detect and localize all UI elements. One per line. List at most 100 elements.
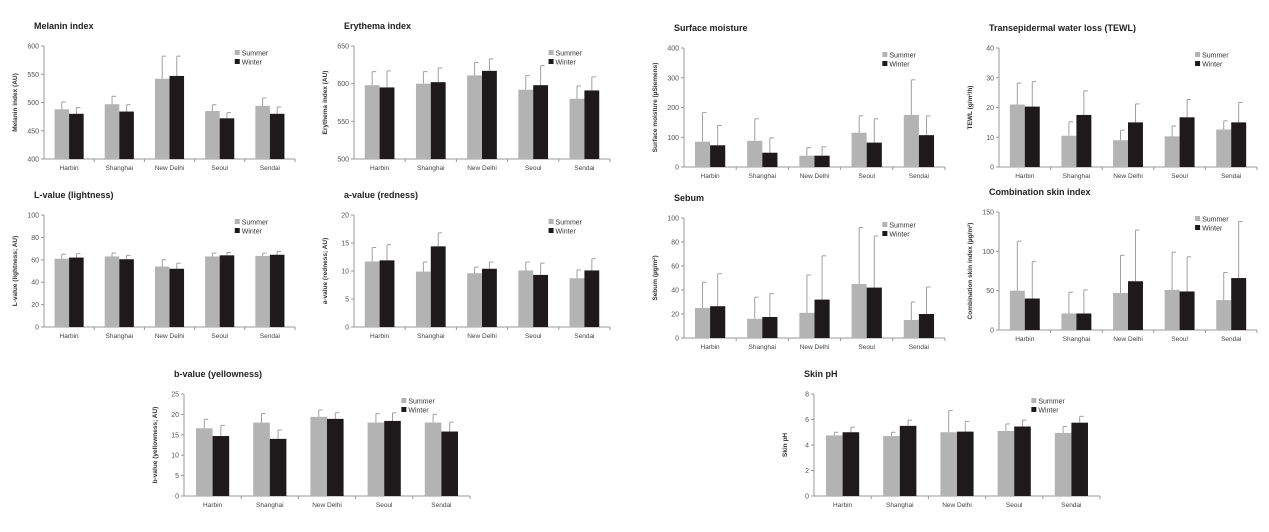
x-tick-label: New Delhi bbox=[467, 165, 497, 172]
b-value-chart: b-value (yellowness) b-value (yellowness;… bbox=[140, 364, 480, 514]
sebum-chart: Sebum Sebum (µg/m²) 0 20 40 60 80 100 Harbin Shan… bbox=[640, 188, 955, 356]
x-tick-label: Shanghai bbox=[417, 333, 444, 340]
x-tick-label: New Delhi bbox=[1113, 336, 1143, 343]
legend-swatch-summer bbox=[234, 219, 240, 224]
bar-summer bbox=[1164, 289, 1180, 330]
bar-winter bbox=[119, 111, 134, 159]
x-tick-label: Shanghai bbox=[749, 173, 776, 180]
y-tick-label: 100 bbox=[667, 216, 679, 223]
y-tick-label: 20 bbox=[341, 213, 349, 220]
legend-label-summer: Summer bbox=[889, 53, 916, 60]
y-tick-label: 0 bbox=[675, 336, 679, 343]
x-tick-label: New Delhi bbox=[467, 333, 497, 340]
x-tick-label: Harbin bbox=[833, 502, 853, 509]
bar-summer bbox=[799, 312, 815, 338]
legend-swatch-summer bbox=[1031, 398, 1037, 403]
x-tick-label: Shanghai bbox=[1063, 173, 1090, 180]
y-tick-label: 0 bbox=[990, 165, 994, 172]
x-tick-label: Shanghai bbox=[1063, 336, 1090, 343]
bar-winter bbox=[482, 70, 497, 159]
y-axis-label: Erythema index (AU) bbox=[322, 71, 329, 135]
legend-swatch-winter bbox=[1031, 407, 1037, 412]
y-tick-label: 5 bbox=[345, 297, 349, 304]
y-tick-label: 40 bbox=[986, 46, 994, 53]
x-tick-label: Shanghai bbox=[106, 333, 133, 340]
legend-label-winter: Winter bbox=[889, 232, 910, 239]
x-tick-label: New Delhi bbox=[155, 333, 185, 340]
x-tick-label: Harbin bbox=[701, 344, 721, 351]
l-value-chart: L-value (lightness) L-value (lightness; A… bbox=[0, 185, 305, 345]
legend-label-winter: Winter bbox=[408, 408, 429, 415]
x-tick-label: Seoul bbox=[858, 344, 875, 351]
x-tick-label: Seoul bbox=[858, 173, 875, 180]
bar-summer bbox=[851, 284, 867, 338]
bar-winter bbox=[430, 246, 446, 327]
bar-winter bbox=[1179, 291, 1195, 330]
bar-summer bbox=[104, 256, 120, 327]
bar-summer bbox=[54, 258, 70, 327]
x-tick-label: Harbin bbox=[203, 502, 223, 509]
chart-svg: Erythema index Erythema index (AU) 500 550 6… bbox=[322, 21, 611, 172]
y-tick-label: 10 bbox=[171, 453, 179, 460]
bar-winter bbox=[918, 135, 935, 167]
y-tick-label: 300 bbox=[667, 75, 679, 82]
chart-svg: Transepidermal water loss (TEWL) TEWL (g/… bbox=[967, 23, 1258, 180]
legend-label-winter: Winter bbox=[556, 60, 577, 67]
chart-title: Sebum bbox=[674, 193, 704, 203]
bar-winter bbox=[1024, 298, 1040, 330]
y-tick-label: 100 bbox=[27, 213, 39, 220]
chart-svg: Sebum Sebum (µg/m²) 0 20 40 60 80 100 Harbin Shan… bbox=[652, 193, 946, 351]
bar-winter bbox=[1076, 114, 1092, 167]
y-tick-label: 550 bbox=[27, 72, 39, 79]
legend-swatch-winter bbox=[401, 407, 407, 412]
x-tick-label: New Delhi bbox=[800, 173, 830, 180]
bar-winter bbox=[69, 113, 84, 159]
legend-label-summer: Summer bbox=[242, 220, 269, 227]
chart-title: b-value (yellowness) bbox=[174, 369, 262, 379]
legend-swatch-winter bbox=[548, 59, 554, 64]
y-tick-label: 15 bbox=[341, 241, 349, 248]
chart-svg: Skin pH Skin pH 0 2 4 6 8 Harbin Shanghai New Del… bbox=[782, 369, 1101, 509]
bar-winter bbox=[269, 438, 287, 496]
y-axis-label: Surface moisture (µSiemens) bbox=[652, 63, 659, 153]
chart-title: Transepidermal water loss (TEWL) bbox=[989, 23, 1136, 33]
y-tick-label: 40 bbox=[671, 288, 679, 295]
y-tick-label: 0 bbox=[345, 325, 349, 332]
bar-winter bbox=[1128, 122, 1143, 167]
x-tick-label: New Delhi bbox=[155, 165, 185, 172]
legend-swatch-winter bbox=[548, 228, 554, 233]
legend-label-summer: Summer bbox=[408, 399, 435, 406]
legend-label-winter: Winter bbox=[1202, 226, 1223, 233]
bar-summer bbox=[851, 132, 867, 167]
y-tick-label: 100 bbox=[982, 249, 994, 256]
bar-summer bbox=[205, 110, 220, 159]
legend-label-summer: Summer bbox=[556, 51, 583, 58]
x-tick-label: Harbin bbox=[60, 165, 80, 172]
bar-winter bbox=[1231, 278, 1247, 330]
y-tick-label: 400 bbox=[667, 46, 679, 53]
bar-summer bbox=[694, 308, 711, 338]
y-tick-label: 30 bbox=[986, 75, 994, 82]
y-tick-label: 15 bbox=[171, 432, 179, 439]
bar-winter bbox=[842, 432, 860, 496]
legend-label-winter: Winter bbox=[242, 229, 263, 236]
y-tick-label: 8 bbox=[805, 392, 809, 399]
bar-winter bbox=[212, 436, 230, 496]
legend-label-winter: Winter bbox=[1202, 62, 1223, 69]
x-tick-label: Harbin bbox=[60, 333, 80, 340]
legend-label-summer: Summer bbox=[556, 220, 583, 227]
legend-swatch-winter bbox=[234, 228, 240, 233]
legend-label-summer: Summer bbox=[242, 51, 269, 58]
bar-summer bbox=[694, 141, 711, 167]
x-tick-label: Seoul bbox=[1171, 173, 1188, 180]
x-tick-label: Shanghai bbox=[417, 165, 444, 172]
x-tick-label: Sendai bbox=[1221, 336, 1241, 343]
bar-summer bbox=[154, 78, 170, 159]
legend-swatch-winter bbox=[234, 59, 240, 64]
legend-label-winter: Winter bbox=[889, 62, 910, 69]
legend-label-summer: Summer bbox=[889, 223, 916, 230]
bar-winter bbox=[584, 90, 600, 159]
legend-label-winter: Winter bbox=[242, 60, 263, 67]
bar-summer bbox=[104, 104, 120, 159]
legend-swatch-summer bbox=[548, 50, 554, 55]
